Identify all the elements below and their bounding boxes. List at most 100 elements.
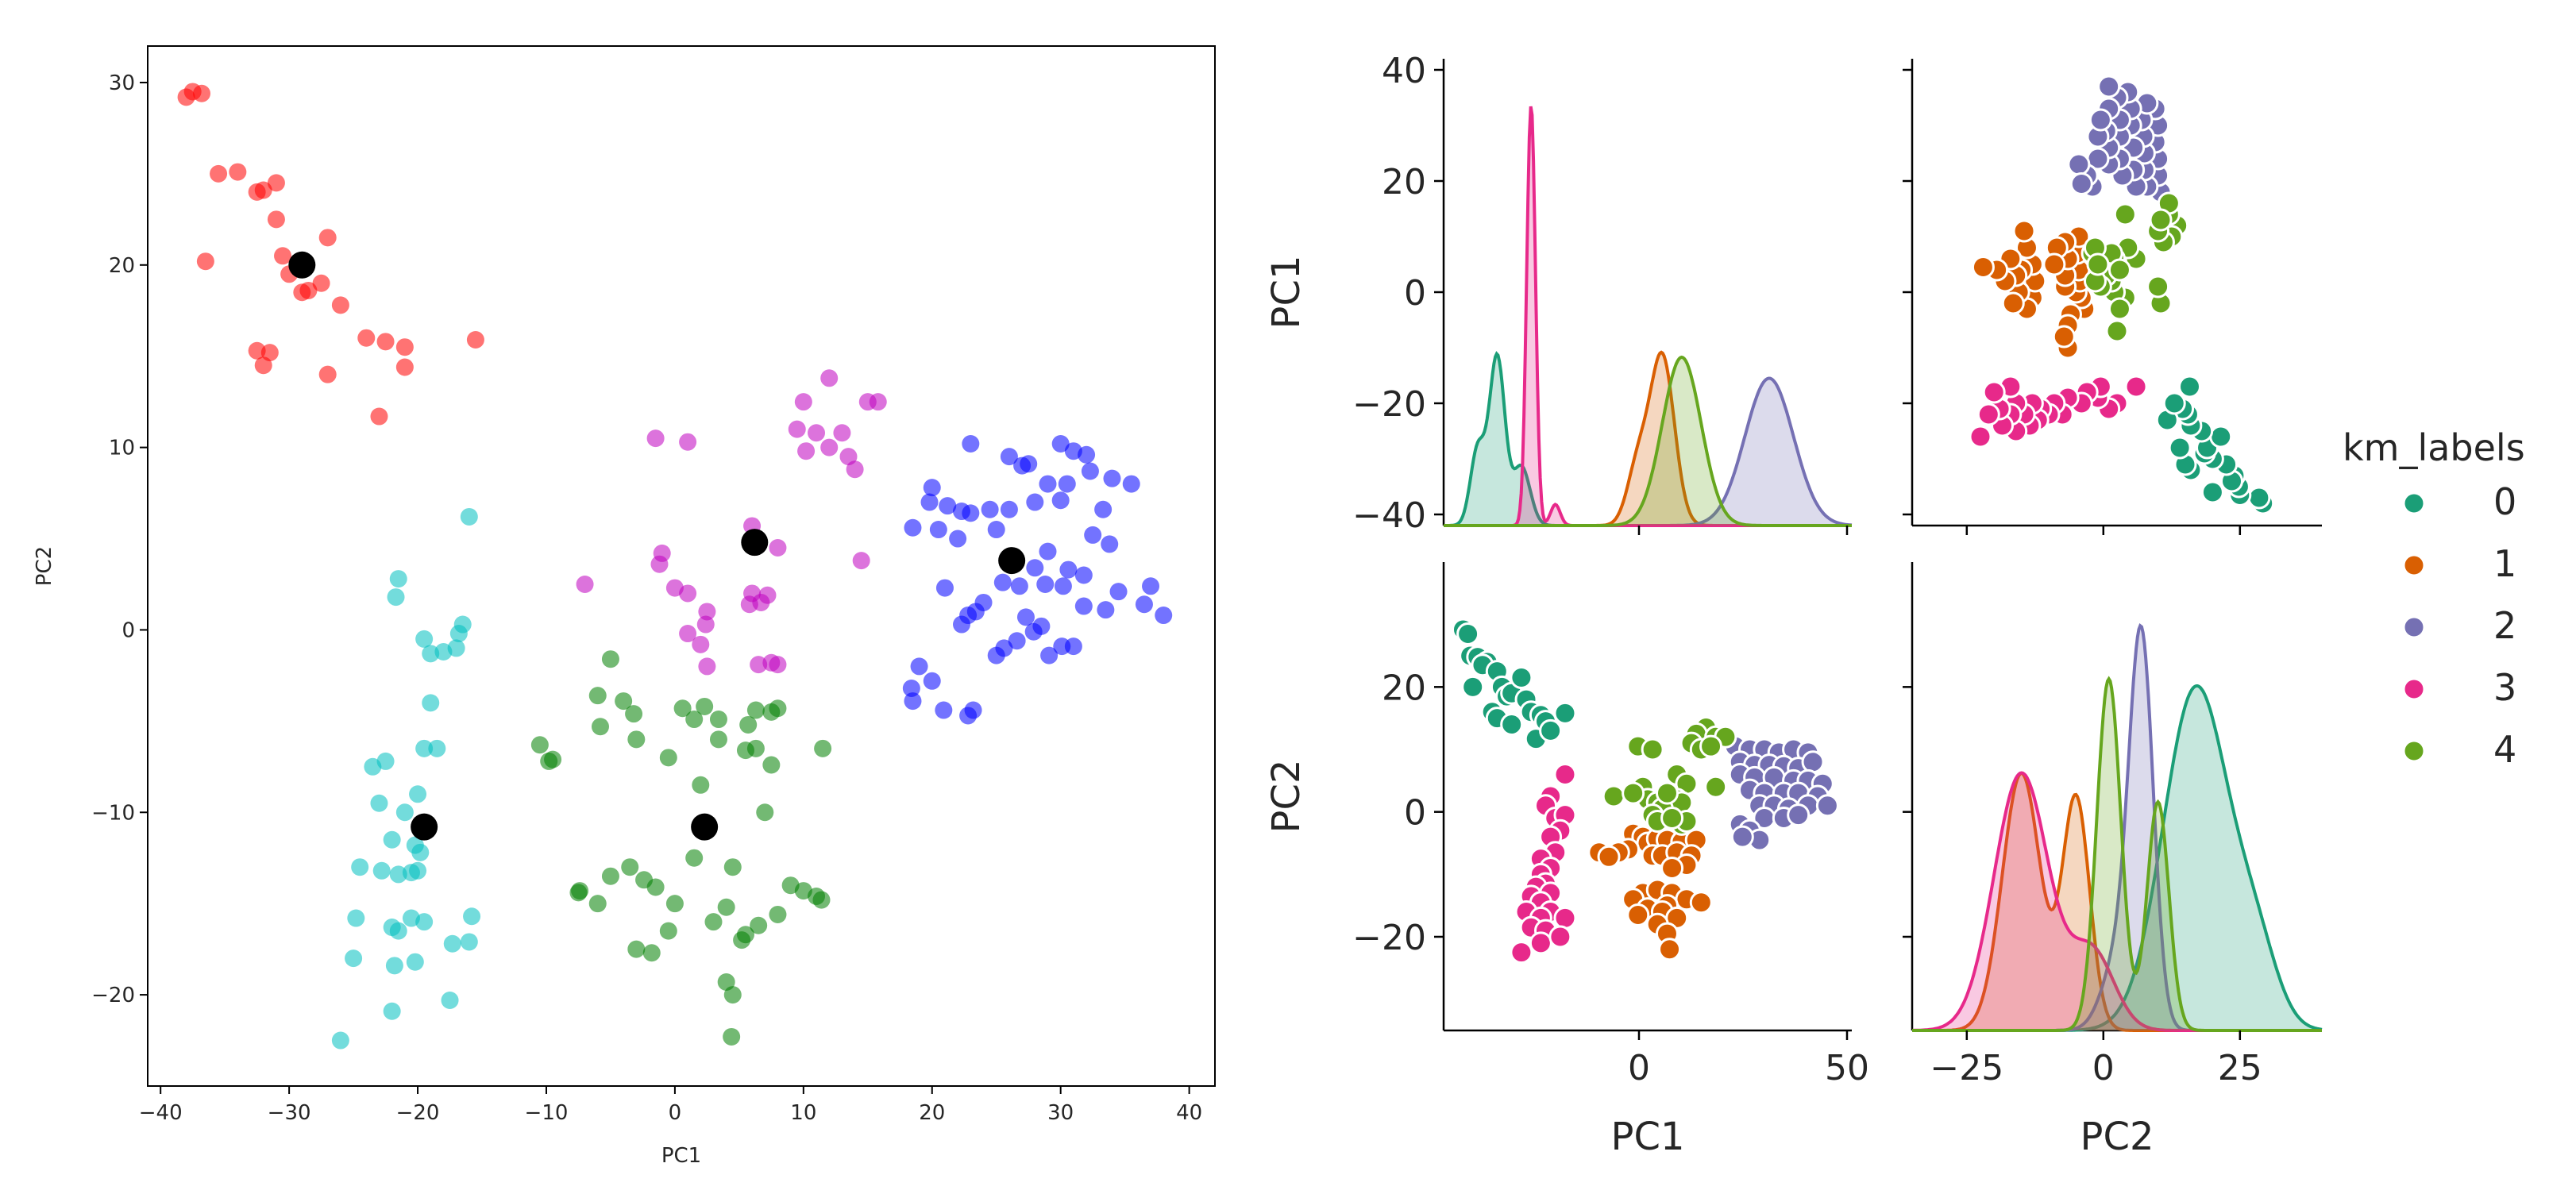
data-point <box>415 630 434 648</box>
centroid-point <box>741 529 769 557</box>
data-point <box>814 739 832 757</box>
data-point <box>389 570 407 588</box>
y-tick-label: 20 <box>109 254 135 278</box>
x-tick-label: −25 <box>1930 1048 2003 1088</box>
data-point <box>736 741 754 760</box>
data-point <box>696 697 714 715</box>
data-point <box>1155 607 1173 625</box>
pair-point-pc2-pc1 <box>2247 486 2271 510</box>
data-point <box>406 953 424 971</box>
data-point <box>357 329 376 347</box>
data-point <box>962 435 980 453</box>
pair-point-pc1-pc2 <box>1658 938 1682 961</box>
data-point <box>395 358 414 376</box>
data-point <box>229 163 247 181</box>
data-point <box>987 521 1005 539</box>
data-point <box>530 736 549 754</box>
kde-fill <box>1444 353 1852 526</box>
data-point <box>852 552 870 570</box>
data-point <box>659 922 677 940</box>
kde-fill <box>1912 679 2322 1030</box>
data-point <box>1026 493 1044 511</box>
data-point <box>411 843 430 861</box>
pair-point-pc2-pc1 <box>2001 291 2025 315</box>
y-tick-label: 10 <box>109 437 135 460</box>
y-tick-label: −20 <box>91 984 135 1007</box>
pair-point-pc2-pc1 <box>1982 380 2006 404</box>
data-point <box>902 679 920 697</box>
x-axis-label: PC1 <box>661 1144 701 1168</box>
data-point <box>1016 608 1035 626</box>
data-point <box>1094 500 1113 518</box>
data-point <box>692 776 710 794</box>
data-point <box>750 656 768 674</box>
pair-point-pc2-pc1 <box>2012 219 2036 243</box>
y-axis-label: PC2 <box>33 546 56 586</box>
x-tick-label: 10 <box>790 1101 816 1125</box>
pair-point-pc2-pc1 <box>2086 252 2110 276</box>
data-point <box>196 252 214 271</box>
legend-label: 2 <box>2493 604 2516 647</box>
data-point <box>833 424 851 442</box>
data-point <box>820 369 839 387</box>
kde-fill <box>1912 772 2322 1030</box>
pair-point-pc1-pc2 <box>1461 675 1485 699</box>
y-tick-label: −20 <box>1352 384 1426 425</box>
x-tick-label: 0 <box>2092 1048 2115 1088</box>
pair-point-pc1-pc2 <box>1456 622 1480 645</box>
data-point <box>704 913 723 931</box>
pair-point-pc2-pc1 <box>2149 208 2173 232</box>
data-point <box>389 922 407 940</box>
data-point <box>385 957 403 975</box>
centroid-point <box>288 251 316 279</box>
data-point <box>415 739 434 757</box>
data-point <box>692 635 710 653</box>
data-point <box>723 1027 741 1046</box>
data-point <box>248 341 266 360</box>
data-point <box>923 672 941 690</box>
data-point <box>993 573 1012 591</box>
pair-point-pc2-pc1 <box>2105 319 2129 343</box>
pair-point-pc1-pc2 <box>1787 803 1811 827</box>
data-point <box>376 752 395 770</box>
data-point <box>1026 559 1044 577</box>
x-tick-label: −40 <box>139 1101 183 1125</box>
data-point <box>571 882 589 900</box>
pair-point-pc2-pc1 <box>2162 391 2186 415</box>
y-axis-label: PC1 <box>1264 256 1309 329</box>
data-point <box>808 424 826 442</box>
legend-label: 4 <box>2493 728 2516 771</box>
data-point <box>769 699 787 718</box>
data-point <box>959 707 978 725</box>
pair-point-pc2-pc1 <box>2113 202 2137 226</box>
kde-fill <box>1444 378 1852 526</box>
data-point <box>615 692 633 711</box>
x-tick-label: 30 <box>1047 1101 1074 1125</box>
data-point <box>267 174 285 192</box>
data-point <box>453 615 472 634</box>
data-point <box>627 940 646 958</box>
data-point <box>1101 535 1119 553</box>
data-point <box>318 229 337 247</box>
data-point <box>762 756 781 774</box>
data-point <box>254 181 272 199</box>
data-point <box>576 575 594 593</box>
data-point <box>351 858 369 876</box>
data-point <box>659 749 677 767</box>
data-point <box>1000 448 1018 466</box>
data-point <box>746 701 765 719</box>
data-point <box>752 593 770 611</box>
data-point <box>1109 583 1128 601</box>
data-point <box>869 393 887 411</box>
data-point <box>376 333 395 351</box>
y-tick-label: 0 <box>1404 793 1426 834</box>
data-point <box>415 913 434 931</box>
pair-point-pc1-pc2 <box>1626 903 1650 926</box>
data-point <box>698 657 716 676</box>
data-point <box>962 504 980 522</box>
data-point <box>601 650 619 668</box>
data-point <box>1020 455 1038 473</box>
kde-line <box>1912 676 2322 1032</box>
data-point <box>254 356 272 375</box>
